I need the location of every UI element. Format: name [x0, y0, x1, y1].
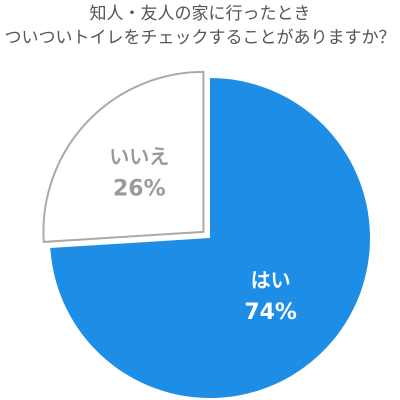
chart-title: 知人・友人の家に行ったとき ついついトイレをチェックすることがありますか？	[0, 2, 400, 50]
pie-slices	[42, 70, 370, 398]
pie-slice-value-yes: 74%	[244, 300, 297, 325]
pie-slice-value-no: 26%	[113, 177, 166, 202]
pie-slice-no	[42, 70, 205, 243]
pie-slice-yes	[50, 78, 370, 398]
chart-title-line-2: ついついトイレをチェックすることがありますか？	[4, 28, 396, 48]
pie-slice-label-yes: はい	[251, 268, 291, 292]
pie-slice-label-no: いいえ	[109, 145, 169, 169]
pie-labels: はい 74% いいえ 26%	[109, 145, 297, 325]
chart-title-line-1: 知人・友人の家に行ったとき	[89, 4, 311, 24]
